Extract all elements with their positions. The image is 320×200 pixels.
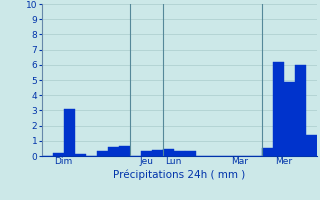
Bar [306, 135, 317, 156]
Bar [119, 146, 130, 156]
Bar [174, 151, 185, 156]
Bar [273, 62, 284, 156]
Bar [163, 149, 174, 156]
Bar [64, 109, 75, 156]
Bar [108, 147, 119, 156]
Bar [284, 82, 295, 156]
Bar [75, 154, 86, 156]
Bar [295, 65, 306, 156]
Bar [262, 148, 273, 156]
Bar [185, 151, 196, 156]
Bar [141, 151, 152, 156]
Bar [152, 150, 163, 156]
X-axis label: Précipitations 24h ( mm ): Précipitations 24h ( mm ) [113, 169, 245, 180]
Bar [97, 151, 108, 156]
Bar [52, 153, 64, 156]
